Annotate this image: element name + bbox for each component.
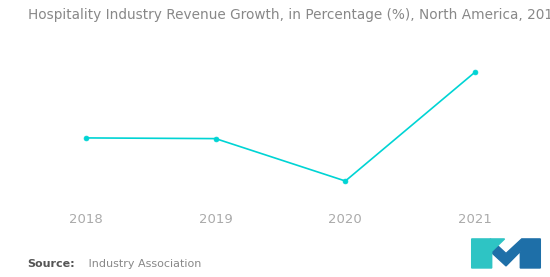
Polygon shape	[490, 239, 540, 268]
Polygon shape	[472, 239, 504, 268]
Text: Industry Association: Industry Association	[85, 259, 202, 269]
Text: Hospitality Industry Revenue Growth, in Percentage (%), North America, 2018-2021: Hospitality Industry Revenue Growth, in …	[28, 8, 550, 22]
Text: Source:: Source:	[28, 259, 75, 269]
